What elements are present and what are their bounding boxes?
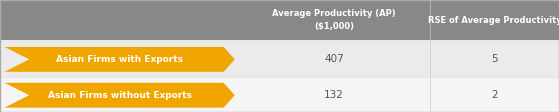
Bar [0,43,559,76]
Text: 2: 2 [491,90,498,100]
Polygon shape [4,83,235,108]
Text: RSE of Average Productivity: RSE of Average Productivity [428,16,559,25]
Polygon shape [4,47,235,72]
Text: Asian Firms without Exports: Asian Firms without Exports [48,91,192,100]
Text: 132: 132 [324,90,344,100]
Text: Asian Firms with Exports: Asian Firms with Exports [56,55,183,64]
Text: 407: 407 [324,54,344,64]
Bar [0,78,559,112]
Text: Average Productivity (AP)
($1,000): Average Productivity (AP) ($1,000) [272,9,396,31]
Text: 5: 5 [491,54,498,64]
Bar [0,0,559,40]
